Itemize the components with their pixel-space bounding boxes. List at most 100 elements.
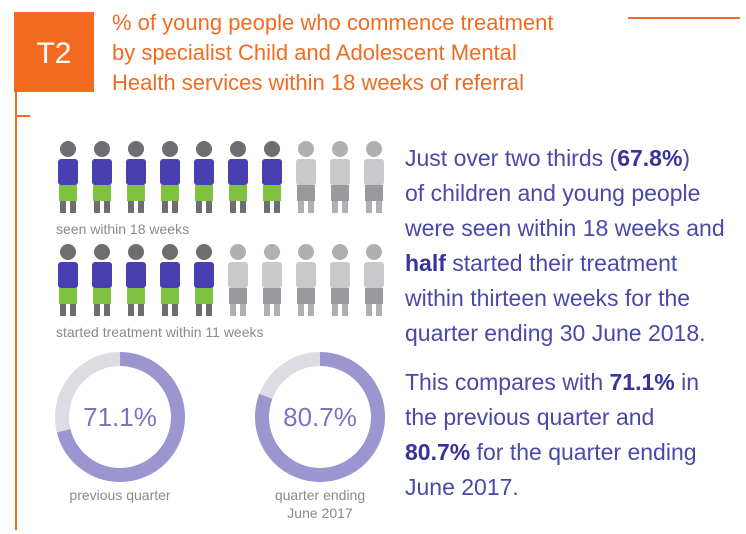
- leg-r: [240, 201, 246, 213]
- leg-l: [264, 304, 270, 316]
- leg-r: [104, 304, 110, 316]
- text-run: half: [405, 250, 446, 276]
- leg-l: [128, 201, 134, 213]
- head: [128, 141, 144, 157]
- person-icon: [160, 244, 180, 316]
- text-run: started their treatment: [446, 250, 678, 276]
- leg-r: [206, 304, 212, 316]
- torso: [262, 262, 282, 288]
- text-run: 80.7%: [405, 439, 470, 465]
- text-run: ): [682, 145, 690, 171]
- head: [162, 244, 178, 260]
- torso: [160, 262, 180, 288]
- text-run: within thirteen weeks for the: [404, 285, 690, 311]
- torso: [296, 262, 316, 288]
- body-line: the previous quarter and: [405, 404, 654, 430]
- text-run: Just over two thirds (: [405, 145, 618, 171]
- donut-arc: [55, 352, 185, 482]
- leg-l: [196, 304, 202, 316]
- legs: [331, 288, 349, 304]
- torso: [228, 159, 248, 185]
- head: [332, 141, 348, 157]
- torso: [330, 159, 350, 185]
- leg-l: [366, 304, 372, 316]
- torso: [262, 159, 282, 185]
- legs: [161, 185, 179, 201]
- leg-r: [342, 304, 348, 316]
- torso: [364, 159, 384, 185]
- person-icon: [296, 141, 316, 213]
- leg-l: [162, 304, 168, 316]
- person-icon: [58, 244, 78, 316]
- person-icon: [92, 141, 112, 213]
- text-run: This compares with: [405, 369, 610, 395]
- person-icon: [330, 244, 350, 316]
- torso: [194, 262, 214, 288]
- torso: [296, 159, 316, 185]
- body-line: quarter ending 30 June 2018.: [405, 320, 706, 346]
- person-icon: [228, 141, 248, 213]
- leg-l: [264, 201, 270, 213]
- head: [366, 141, 382, 157]
- head: [94, 244, 110, 260]
- legs: [365, 288, 383, 304]
- pictogram-label: seen within 18 weeks: [56, 221, 189, 237]
- person-icon: [160, 141, 180, 213]
- leg-r: [308, 201, 314, 213]
- head: [60, 244, 76, 260]
- head: [264, 244, 280, 260]
- leg-r: [172, 201, 178, 213]
- body-line: of children and young people: [405, 180, 700, 206]
- head: [230, 244, 246, 260]
- legs: [127, 185, 145, 201]
- text-run: of children and young people: [405, 180, 700, 206]
- leg-r: [138, 201, 144, 213]
- legs: [365, 185, 383, 201]
- legs: [263, 288, 281, 304]
- leg-r: [274, 304, 280, 316]
- torso: [160, 159, 180, 185]
- leg-l: [94, 304, 100, 316]
- person-icon: [364, 244, 384, 316]
- head: [60, 141, 76, 157]
- body-line: 80.7% for the quarter ending: [405, 439, 697, 465]
- person-icon: [262, 244, 282, 316]
- text-run: quarter ending 30 June 2018.: [405, 320, 706, 346]
- leg-l: [332, 304, 338, 316]
- head: [264, 141, 280, 157]
- head: [298, 244, 314, 260]
- leg-r: [274, 201, 280, 213]
- body-line: half started their treatment: [405, 250, 678, 276]
- person-icon: [194, 244, 214, 316]
- legs: [127, 288, 145, 304]
- head: [162, 141, 178, 157]
- torso: [126, 159, 146, 185]
- head: [298, 141, 314, 157]
- torso: [194, 159, 214, 185]
- person-icon: [364, 141, 384, 213]
- leg-l: [230, 304, 236, 316]
- leg-r: [206, 201, 212, 213]
- leg-l: [366, 201, 372, 213]
- legs: [297, 288, 315, 304]
- leg-r: [376, 304, 382, 316]
- leg-l: [60, 201, 66, 213]
- person-icon: [194, 141, 214, 213]
- leg-r: [70, 201, 76, 213]
- torso: [228, 262, 248, 288]
- text-run: for the quarter ending: [470, 439, 696, 465]
- leg-r: [240, 304, 246, 316]
- donut-caption: previous quarter: [69, 487, 171, 503]
- text-run: 71.1%: [610, 369, 675, 395]
- legs: [59, 185, 77, 201]
- leg-r: [70, 304, 76, 316]
- title-line: by specialist Child and Adolescent Menta…: [112, 40, 517, 65]
- leg-r: [104, 201, 110, 213]
- leg-l: [230, 201, 236, 213]
- person-icon: [126, 141, 146, 213]
- title-line: % of young people who commence treatment: [112, 10, 553, 35]
- legs: [93, 185, 111, 201]
- donut-label: 80.7%: [283, 402, 357, 432]
- leg-l: [94, 201, 100, 213]
